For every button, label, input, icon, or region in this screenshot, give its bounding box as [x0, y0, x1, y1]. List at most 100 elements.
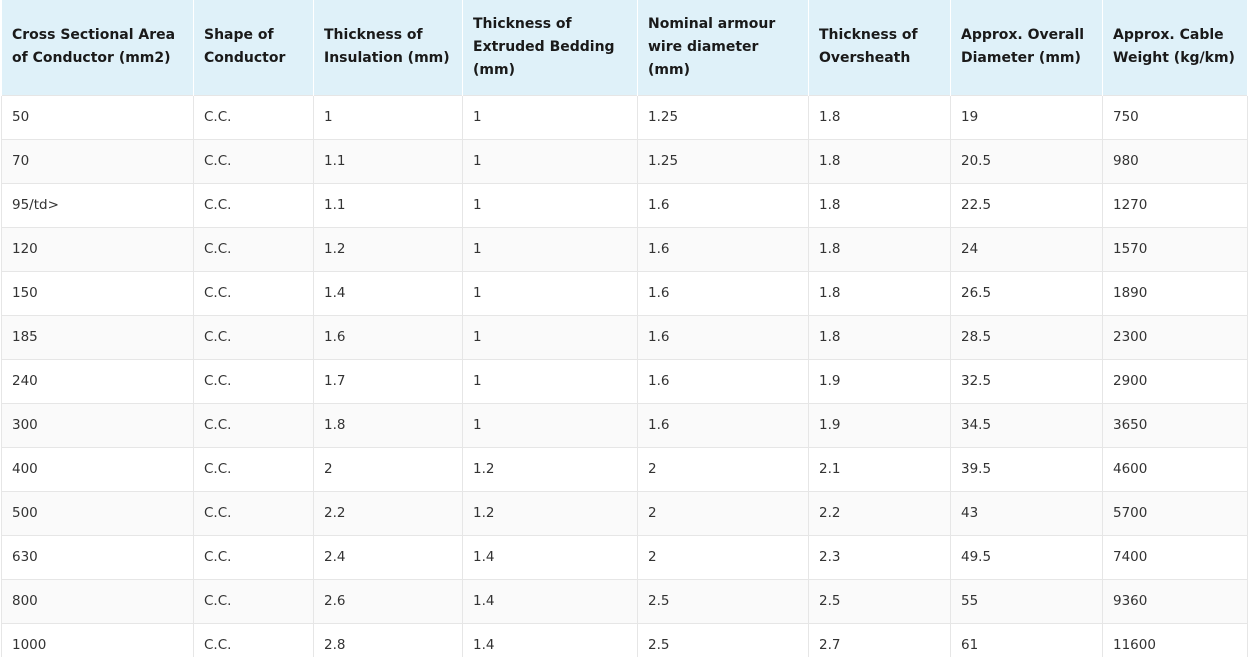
cell-cross-sectional-area: 150	[1, 270, 194, 316]
table-row: 240 C.C. 1.7 1 1.6 1.9 32.5 2900	[1, 358, 1248, 404]
cell-cable-weight: 980	[1102, 138, 1248, 184]
table-row: 120 C.C. 1.2 1 1.6 1.8 24 1570	[1, 226, 1248, 272]
cell-overall-diameter: 26.5	[950, 270, 1103, 316]
cell-shape-of-conductor: C.C.	[193, 402, 314, 448]
cell-insulation-thickness: 2.6	[313, 578, 463, 624]
cell-insulation-thickness: 1.8	[313, 402, 463, 448]
cell-overall-diameter: 61	[950, 622, 1103, 657]
cell-oversheath-thickness: 2.5	[808, 578, 951, 624]
table-row: 150 C.C. 1.4 1 1.6 1.8 26.5 1890	[1, 270, 1248, 316]
cell-cross-sectional-area: 400	[1, 446, 194, 492]
cell-bedding-thickness: 1.2	[462, 446, 638, 492]
cell-bedding-thickness: 1.4	[462, 534, 638, 580]
cell-cross-sectional-area: 800	[1, 578, 194, 624]
cell-bedding-thickness: 1	[462, 182, 638, 228]
table-row: 300 C.C. 1.8 1 1.6 1.9 34.5 3650	[1, 402, 1248, 448]
cell-cable-weight: 11600	[1102, 622, 1248, 657]
cell-overall-diameter: 43	[950, 490, 1103, 536]
cell-bedding-thickness: 1.4	[462, 622, 638, 657]
cell-armour-wire-diameter: 1.6	[637, 402, 809, 448]
cell-cable-weight: 5700	[1102, 490, 1248, 536]
table-row: 1000 C.C. 2.8 1.4 2.5 2.7 61 11600	[1, 622, 1248, 657]
cell-insulation-thickness: 2	[313, 446, 463, 492]
cell-cross-sectional-area: 50	[1, 94, 194, 140]
cell-shape-of-conductor: C.C.	[193, 446, 314, 492]
header-cable-weight: Approx. Cable Weight (kg/km)	[1102, 0, 1248, 95]
cell-armour-wire-diameter: 1.6	[637, 270, 809, 316]
table-row: 95/td> C.C. 1.1 1 1.6 1.8 22.5 1270	[1, 182, 1248, 228]
cell-cable-weight: 7400	[1102, 534, 1248, 580]
cell-overall-diameter: 19	[950, 94, 1103, 140]
header-armour-wire-diameter: Nominal armour wire diameter (mm)	[637, 0, 809, 95]
header-shape-of-conductor: Shape of Conductor	[193, 0, 314, 95]
cell-shape-of-conductor: C.C.	[193, 94, 314, 140]
cell-armour-wire-diameter: 1.6	[637, 226, 809, 272]
cell-oversheath-thickness: 1.8	[808, 182, 951, 228]
cell-cable-weight: 4600	[1102, 446, 1248, 492]
cell-insulation-thickness: 1	[313, 94, 463, 140]
cell-insulation-thickness: 2.8	[313, 622, 463, 657]
cell-oversheath-thickness: 2.1	[808, 446, 951, 492]
cell-cross-sectional-area: 120	[1, 226, 194, 272]
cell-armour-wire-diameter: 1.25	[637, 138, 809, 184]
cell-armour-wire-diameter: 1.6	[637, 358, 809, 404]
cell-overall-diameter: 22.5	[950, 182, 1103, 228]
cell-oversheath-thickness: 1.8	[808, 314, 951, 360]
cell-oversheath-thickness: 1.9	[808, 402, 951, 448]
cell-oversheath-thickness: 2.7	[808, 622, 951, 657]
table-row: 70 C.C. 1.1 1 1.25 1.8 20.5 980	[1, 138, 1248, 184]
cell-armour-wire-diameter: 1.25	[637, 94, 809, 140]
cell-insulation-thickness: 1.2	[313, 226, 463, 272]
cell-armour-wire-diameter: 1.6	[637, 182, 809, 228]
cell-cross-sectional-area: 630	[1, 534, 194, 580]
cell-cable-weight: 3650	[1102, 402, 1248, 448]
cell-bedding-thickness: 1	[462, 94, 638, 140]
cell-bedding-thickness: 1.4	[462, 578, 638, 624]
cell-cross-sectional-area: 300	[1, 402, 194, 448]
cell-insulation-thickness: 2.4	[313, 534, 463, 580]
cell-insulation-thickness: 1.1	[313, 138, 463, 184]
cell-cable-weight: 750	[1102, 94, 1248, 140]
cell-oversheath-thickness: 2.3	[808, 534, 951, 580]
cell-armour-wire-diameter: 1.6	[637, 314, 809, 360]
cell-shape-of-conductor: C.C.	[193, 534, 314, 580]
cell-overall-diameter: 39.5	[950, 446, 1103, 492]
cell-cable-weight: 2300	[1102, 314, 1248, 360]
cell-cable-weight: 9360	[1102, 578, 1248, 624]
cell-oversheath-thickness: 1.8	[808, 226, 951, 272]
cell-overall-diameter: 49.5	[950, 534, 1103, 580]
cell-overall-diameter: 32.5	[950, 358, 1103, 404]
table-row: 500 C.C. 2.2 1.2 2 2.2 43 5700	[1, 490, 1248, 536]
header-cross-sectional-area: Cross Sectional Area of Conductor (mm2)	[1, 0, 194, 95]
cell-overall-diameter: 28.5	[950, 314, 1103, 360]
cell-bedding-thickness: 1	[462, 138, 638, 184]
cell-overall-diameter: 24	[950, 226, 1103, 272]
cell-oversheath-thickness: 1.8	[808, 138, 951, 184]
cell-insulation-thickness: 1.4	[313, 270, 463, 316]
table-body: 50 C.C. 1 1 1.25 1.8 19 750 70 C.C. 1.1 1 1.25 1.8 20.…	[1, 94, 1248, 657]
cell-armour-wire-diameter: 2	[637, 490, 809, 536]
cell-oversheath-thickness: 2.2	[808, 490, 951, 536]
cell-cable-weight: 2900	[1102, 358, 1248, 404]
table-header-row: Cross Sectional Area of Conductor (mm2) …	[1, 0, 1248, 95]
header-overall-diameter: Approx. Overall Diameter (mm)	[950, 0, 1103, 95]
cell-cross-sectional-area: 1000	[1, 622, 194, 657]
cell-bedding-thickness: 1	[462, 270, 638, 316]
cell-shape-of-conductor: C.C.	[193, 358, 314, 404]
cell-cross-sectional-area: 70	[1, 138, 194, 184]
cell-shape-of-conductor: C.C.	[193, 314, 314, 360]
cell-oversheath-thickness: 1.8	[808, 94, 951, 140]
cell-insulation-thickness: 1.6	[313, 314, 463, 360]
cell-shape-of-conductor: C.C.	[193, 226, 314, 272]
table-row: 50 C.C. 1 1 1.25 1.8 19 750	[1, 94, 1248, 140]
cell-bedding-thickness: 1	[462, 226, 638, 272]
cell-overall-diameter: 34.5	[950, 402, 1103, 448]
cell-shape-of-conductor: C.C.	[193, 622, 314, 657]
cell-bedding-thickness: 1	[462, 402, 638, 448]
cell-oversheath-thickness: 1.8	[808, 270, 951, 316]
cell-bedding-thickness: 1	[462, 314, 638, 360]
cell-cross-sectional-area: 500	[1, 490, 194, 536]
cell-shape-of-conductor: C.C.	[193, 182, 314, 228]
